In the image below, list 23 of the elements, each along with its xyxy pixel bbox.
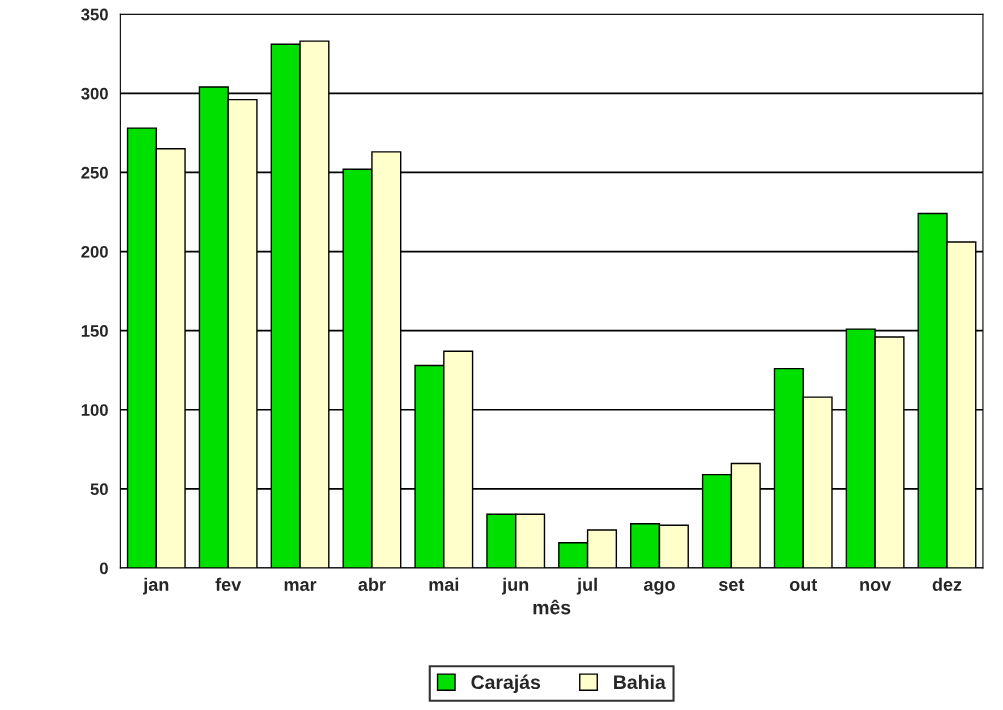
y-tick-label: 250 <box>81 166 108 179</box>
x-tick-label: abr <box>358 577 386 591</box>
legend-label: Bahia <box>614 674 666 690</box>
x-tick-label: jan <box>142 577 169 595</box>
x-tick-label: out <box>789 579 818 591</box>
x-tick-label: jun <box>501 577 529 595</box>
x-tick-label: ago <box>643 581 675 595</box>
x-tick-label: dez <box>932 577 962 591</box>
x-axis-title: mês <box>533 599 571 615</box>
x-tick-label: jul <box>576 577 597 595</box>
y-tick-label: 100 <box>81 404 108 416</box>
y-tick-label: 200 <box>81 245 108 258</box>
y-tick-label: 50 <box>90 483 108 496</box>
x-tick-label: fev <box>215 577 242 591</box>
y-tick-label: 0 <box>99 562 108 575</box>
x-tick-label: nov <box>860 581 892 591</box>
y-tick-label: 300 <box>81 87 108 100</box>
y-tick-label: 150 <box>81 325 108 337</box>
y-tick-label: 350 <box>81 8 108 21</box>
legend-label: Carajás <box>471 674 541 693</box>
x-tick-label: set <box>718 579 745 591</box>
x-tick-label: mai <box>429 577 459 591</box>
x-tick-label: mar <box>284 581 317 591</box>
